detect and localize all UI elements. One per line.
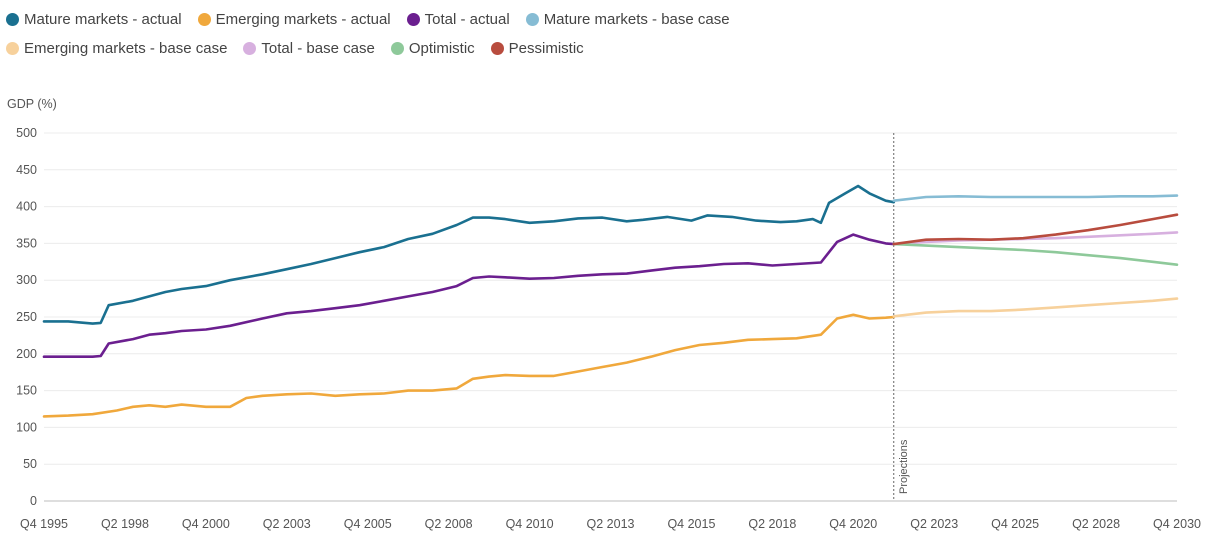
y-tick-label: 450 — [16, 163, 37, 177]
legend-label: Optimistic — [408, 40, 475, 57]
x-tick-label: Q2 1998 — [101, 517, 149, 531]
series-line — [42, 233, 896, 358]
legend-label: Mature markets - base case — [543, 11, 730, 28]
y-tick-label: 300 — [16, 273, 37, 287]
x-tick-label: Q2 2008 — [425, 517, 473, 531]
y-tick-label: 200 — [16, 347, 37, 361]
legend-swatch — [6, 13, 19, 26]
legend-label: Emerging markets - base case — [24, 40, 228, 57]
x-tick-label: Q4 2025 — [991, 517, 1039, 531]
x-tick-label: Q2 2028 — [1072, 517, 1120, 531]
chart-legend: Mature markets - actual Emerging markets … — [6, 6, 1156, 64]
series-line — [892, 242, 1179, 266]
x-tick-label: Q2 2018 — [748, 517, 796, 531]
legend-label: Pessimistic — [508, 40, 584, 57]
legend-swatch — [490, 42, 504, 55]
x-tick-label: Q4 1995 — [20, 517, 68, 531]
legend-item: Pessimistic — [490, 35, 584, 62]
series-line — [892, 194, 1179, 202]
legend-item: Emerging markets - base case — [6, 35, 227, 62]
legend-item: Total - actual — [406, 6, 510, 33]
x-tick-label: Q2 2013 — [587, 517, 635, 531]
legend-swatch — [197, 13, 211, 26]
series-line — [892, 297, 1179, 318]
x-tick-label: Q2 2023 — [910, 517, 958, 531]
projections-label: Projections — [898, 439, 910, 494]
x-tick-label: Q4 2030 — [1153, 517, 1201, 531]
series-line — [892, 213, 1179, 246]
legend-swatch — [6, 42, 19, 55]
legend-item: Optimistic — [390, 35, 475, 62]
series-line — [892, 231, 1179, 246]
legend-swatch — [390, 42, 404, 55]
legend-swatch — [525, 13, 539, 26]
series-line — [42, 184, 896, 325]
x-axis: Q4 1995 Q2 1998 Q4 2000 Q2 2003 Q4 2005 Q2 20… — [20, 517, 1201, 531]
y-tick-label: 50 — [23, 457, 37, 471]
y-axis: 0 50 100 150 200 250 300 350 400 450 500 — [16, 126, 37, 508]
y-axis-label: GDP (%) — [7, 97, 57, 111]
legend-label: Total - actual — [424, 11, 510, 28]
y-tick-label: 0 — [30, 494, 37, 508]
legend-label: Mature markets - actual — [24, 11, 182, 28]
x-tick-label: Q4 2020 — [829, 517, 877, 531]
y-tick-label: 350 — [16, 236, 37, 250]
y-tick-label: 100 — [16, 420, 37, 434]
x-tick-label: Q4 2005 — [344, 517, 392, 531]
x-tick-label: Q4 2015 — [667, 517, 715, 531]
x-tick-label: Q4 2000 — [182, 517, 230, 531]
gridlines — [44, 132, 1177, 502]
legend-label: Total - base case — [261, 40, 375, 57]
series-line — [42, 313, 896, 418]
x-tick-label: Q2 2003 — [263, 517, 311, 531]
legend-swatch — [406, 13, 420, 26]
x-tick-label: Q4 2010 — [506, 517, 554, 531]
legend-item: Mature markets - base case — [525, 6, 730, 33]
y-tick-label: 500 — [16, 126, 37, 140]
legend-label: Emerging markets - actual — [215, 11, 391, 28]
y-tick-label: 250 — [16, 310, 37, 324]
y-tick-label: 400 — [16, 200, 37, 214]
legend-item: Total - base case — [243, 35, 375, 62]
y-tick-label: 150 — [16, 384, 37, 398]
legend-swatch — [243, 42, 257, 55]
legend-item: Emerging markets - actual — [197, 6, 391, 33]
legend-item: Mature markets - actual — [6, 6, 182, 33]
series-lines — [42, 184, 1179, 418]
